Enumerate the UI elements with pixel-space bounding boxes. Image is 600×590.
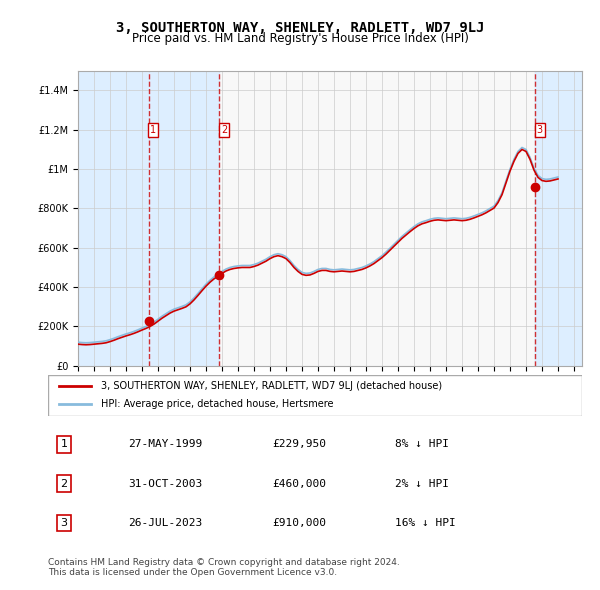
Text: £460,000: £460,000 (272, 479, 326, 489)
Text: 26-JUL-2023: 26-JUL-2023 (128, 518, 202, 528)
Text: 31-OCT-2003: 31-OCT-2003 (128, 479, 202, 489)
Text: Contains HM Land Registry data © Crown copyright and database right 2024.
This d: Contains HM Land Registry data © Crown c… (48, 558, 400, 577)
Bar (149, 71, 219, 366)
Bar (535, 71, 582, 366)
Text: 2: 2 (61, 479, 68, 489)
Text: HPI: Average price, detached house, Hertsmere: HPI: Average price, detached house, Hert… (101, 399, 334, 409)
Text: 3, SOUTHERTON WAY, SHENLEY, RADLETT, WD7 9LJ (detached house): 3, SOUTHERTON WAY, SHENLEY, RADLETT, WD7… (101, 381, 443, 391)
FancyBboxPatch shape (48, 375, 582, 416)
Text: 3: 3 (536, 125, 542, 135)
Bar (535, 71, 582, 366)
Text: £910,000: £910,000 (272, 518, 326, 528)
Text: 3: 3 (61, 518, 68, 528)
Text: 1: 1 (151, 125, 157, 135)
Text: 8% ↓ HPI: 8% ↓ HPI (395, 440, 449, 450)
Text: 2: 2 (221, 125, 227, 135)
Bar (78, 71, 149, 366)
Text: 3, SOUTHERTON WAY, SHENLEY, RADLETT, WD7 9LJ: 3, SOUTHERTON WAY, SHENLEY, RADLETT, WD7… (116, 21, 484, 35)
Text: £229,950: £229,950 (272, 440, 326, 450)
Text: 1: 1 (61, 440, 68, 450)
Text: Price paid vs. HM Land Registry's House Price Index (HPI): Price paid vs. HM Land Registry's House … (131, 32, 469, 45)
Text: 16% ↓ HPI: 16% ↓ HPI (395, 518, 456, 528)
Text: 2% ↓ HPI: 2% ↓ HPI (395, 479, 449, 489)
Text: 27-MAY-1999: 27-MAY-1999 (128, 440, 202, 450)
